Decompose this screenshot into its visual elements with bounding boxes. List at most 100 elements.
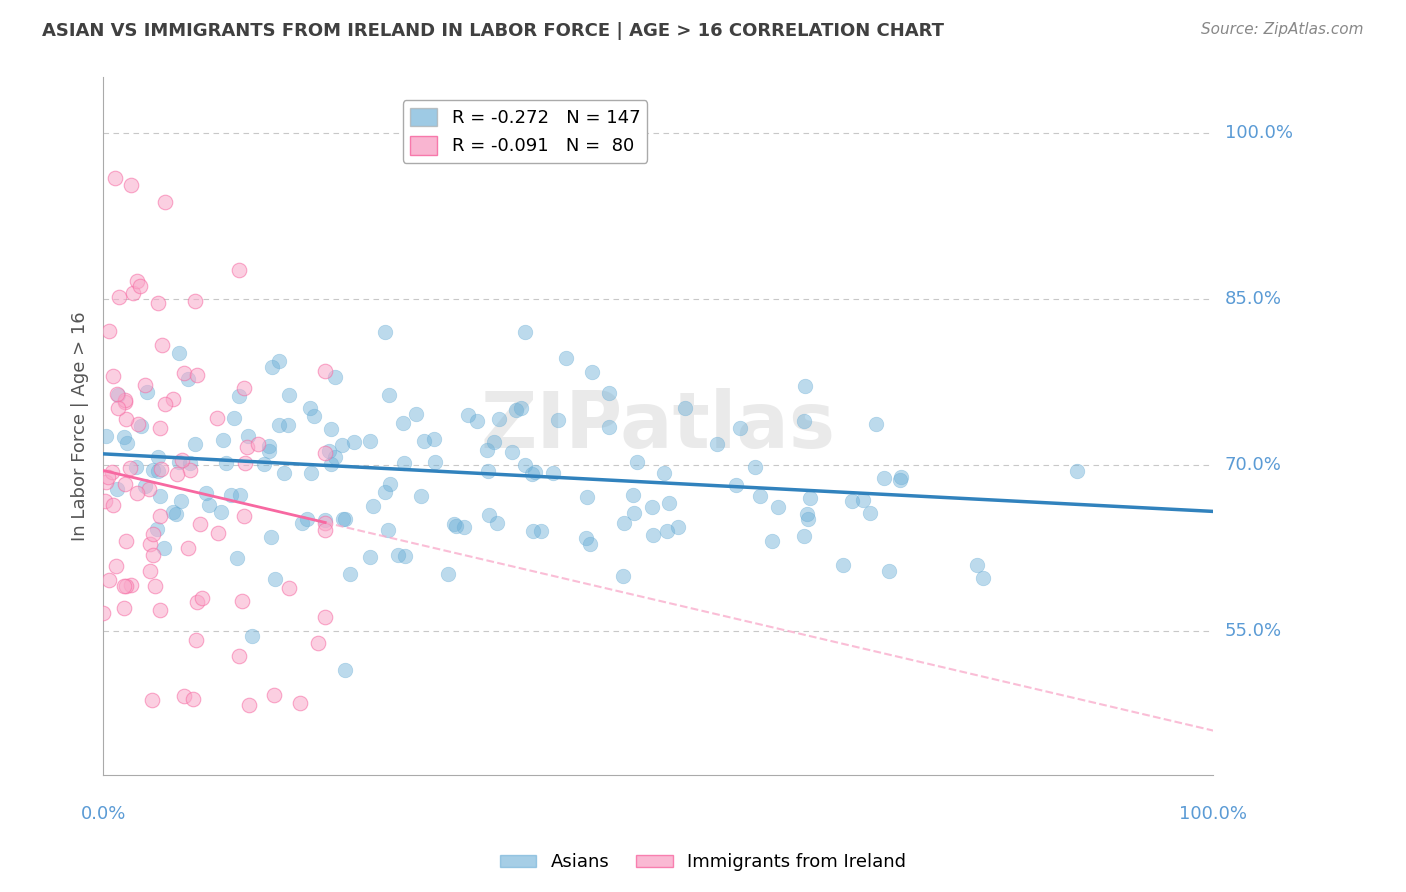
Point [359,434,381,448]
Point [231,594,253,608]
Point [852,493,875,508]
Point [186,595,208,609]
Point [107,388,129,402]
Point [323,450,346,464]
Point [134,479,156,493]
Point [520,467,543,482]
Point [173,366,195,380]
Point [501,445,523,459]
Point [149,509,172,524]
Point [153,194,176,209]
Point [797,512,820,526]
Point [278,388,301,402]
Text: 70.0%: 70.0% [1225,456,1281,474]
Point [436,567,458,582]
Point [253,457,276,471]
Point [411,489,433,503]
Point [832,558,855,573]
Point [228,389,250,403]
Point [233,456,256,470]
Point [613,516,636,531]
Point [841,494,863,508]
Point [623,506,645,520]
Point [114,394,136,409]
Point [104,170,127,185]
Point [238,698,260,712]
Point [128,278,150,293]
Point [291,516,314,531]
Legend: Asians, Immigrants from Ireland: Asians, Immigrants from Ireland [494,847,912,879]
Point [374,484,396,499]
Point [98,324,121,338]
Point [278,581,301,595]
Point [391,417,413,431]
Point [260,359,283,374]
Point [179,463,201,477]
Point [127,274,149,288]
Point [972,571,994,585]
Point [236,429,259,443]
Point [150,462,173,476]
Point [228,648,250,663]
Text: 85.0%: 85.0% [1225,290,1282,308]
Point [319,457,342,471]
Point [263,572,285,586]
Point [302,409,325,423]
Point [94,475,117,489]
Point [112,579,135,593]
Point [794,379,817,393]
Point [170,494,193,508]
Point [186,368,208,382]
Point [314,364,336,378]
Point [93,606,115,620]
Point [598,385,620,400]
Point [749,489,772,503]
Point [165,507,187,521]
Point [673,401,696,415]
Point [307,636,329,650]
Point [318,444,340,458]
Point [515,458,537,472]
Point [146,522,169,536]
Point [198,498,221,512]
Point [377,523,399,537]
Point [374,325,396,339]
Point [149,489,172,503]
Point [394,456,416,470]
Point [793,529,815,543]
Point [319,422,342,436]
Point [146,450,169,465]
Point [233,509,256,524]
Point [246,437,269,451]
Text: 100.0%: 100.0% [1180,805,1247,823]
Point [107,401,129,416]
Point [412,434,434,448]
Point [209,505,232,519]
Point [212,434,235,448]
Point [142,463,165,477]
Point [120,578,142,592]
Point [103,498,125,512]
Point [221,488,243,502]
Point [215,456,238,470]
Text: 100.0%: 100.0% [1225,124,1292,142]
Point [143,579,166,593]
Point [387,549,409,563]
Point [138,482,160,496]
Point [139,564,162,578]
Point [207,525,229,540]
Point [96,429,118,443]
Point [181,692,204,706]
Point [108,290,131,304]
Y-axis label: In Labor Force | Age > 16: In Labor Force | Age > 16 [72,311,89,541]
Point [299,466,322,480]
Point [323,369,346,384]
Point [510,401,533,415]
Point [865,417,887,432]
Point [267,418,290,433]
Point [335,512,357,526]
Point [225,550,247,565]
Point [184,437,207,451]
Point [127,486,149,500]
Point [93,494,115,508]
